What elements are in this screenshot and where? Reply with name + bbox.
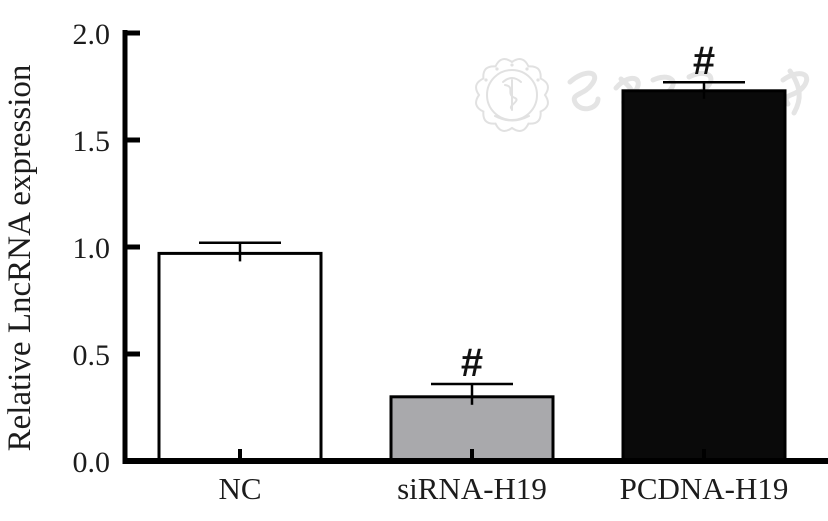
y-tick-label: 2.0 xyxy=(73,18,111,51)
y-axis-title: Relative LncRNA expression xyxy=(2,65,38,452)
axes-group xyxy=(122,30,828,464)
y-tick-label: 0.5 xyxy=(73,339,111,372)
cma-seal-watermark-icon xyxy=(475,58,549,132)
error-bars-group xyxy=(199,80,745,405)
seal-ring-text-dot xyxy=(484,78,488,82)
significance-annotation: # xyxy=(693,39,715,83)
x-category-label-siRNA-H19: siRNA-H19 xyxy=(397,471,547,506)
x-category-label-PCDNA-H19: PCDNA-H19 xyxy=(620,471,789,506)
bars-group xyxy=(157,89,787,463)
seal-scalloped-border xyxy=(475,58,549,132)
seal-banner xyxy=(494,115,530,122)
y-tick-label: 1.5 xyxy=(73,125,111,158)
y-tick-label: 0.0 xyxy=(73,446,111,479)
calligraphy-stroke xyxy=(567,70,601,112)
x-category-label-NC: NC xyxy=(218,471,261,506)
y-tick-label: 1.0 xyxy=(73,232,111,265)
bar-NC xyxy=(157,251,323,463)
seal-ring-text-dot xyxy=(495,67,499,71)
seal-wings xyxy=(502,77,522,83)
bar-PCDNA-H19 xyxy=(621,89,787,463)
seal-ring-text-dot xyxy=(510,63,514,67)
significance-annotation: # xyxy=(461,341,483,385)
seal-serpent xyxy=(504,84,518,110)
seal-ring-text-dot xyxy=(525,67,529,71)
calligraphy-stroke xyxy=(780,68,810,116)
seal-ring-text-dot xyxy=(536,78,540,82)
